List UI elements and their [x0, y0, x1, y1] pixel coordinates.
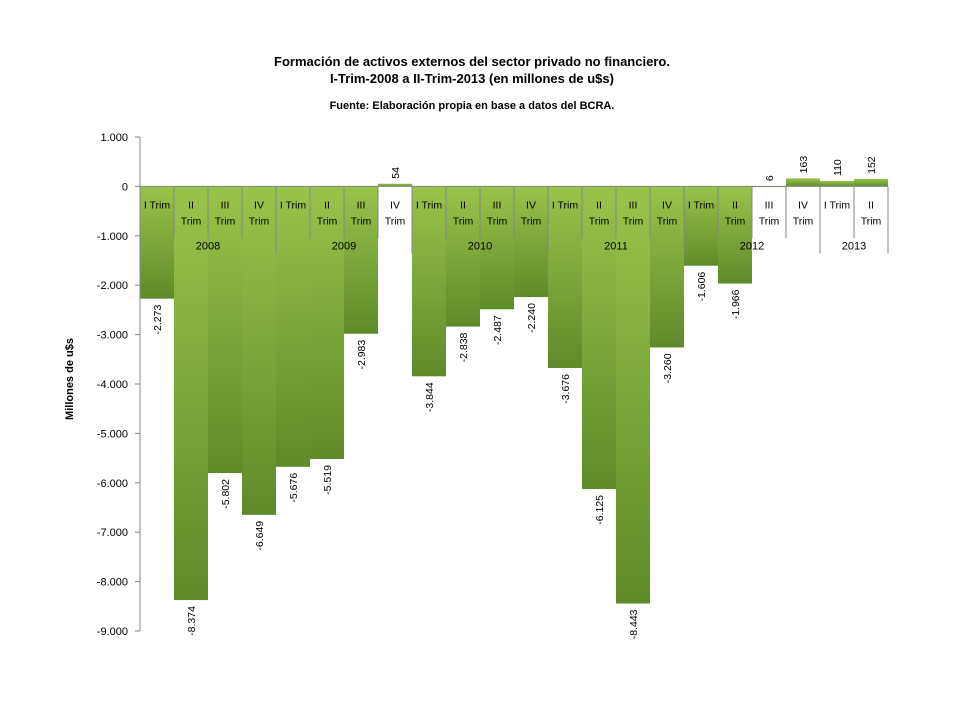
- bar: [344, 186, 378, 334]
- y-tick-label: -9.000: [97, 626, 128, 638]
- quarter-label: I Trim: [688, 199, 714, 211]
- y-tick-label: -6.000: [97, 478, 128, 490]
- data-label: -6.649: [254, 521, 266, 551]
- chart-title: Formación de activos externos del sector…: [274, 54, 670, 69]
- data-label: -8.374: [186, 606, 198, 636]
- data-label: -1.966: [730, 289, 742, 319]
- y-tick-label: -4.000: [97, 379, 128, 391]
- y-tick-label: -2.000: [97, 280, 128, 292]
- y-tick-label: -7.000: [97, 527, 128, 539]
- bar: [786, 178, 820, 187]
- chart-source: Fuente: Elaboración propia en base a dat…: [329, 100, 615, 112]
- bar: [548, 186, 582, 368]
- year-label: 2012: [740, 240, 764, 252]
- data-label: -3.676: [560, 374, 572, 404]
- y-tick-label: 0: [122, 181, 128, 193]
- quarter-label: III Trim: [351, 199, 372, 227]
- quarter-label: II Trim: [725, 199, 746, 227]
- bar: [310, 186, 344, 460]
- y-tick-label: -5.000: [97, 428, 128, 440]
- data-label: 110: [832, 159, 844, 176]
- bar: [854, 178, 888, 187]
- bar: [582, 186, 616, 489]
- quarter-label: I Trim: [144, 199, 170, 211]
- data-label: -6.125: [594, 495, 606, 525]
- y-tick-label: 1.000: [100, 132, 128, 144]
- quarter-label: IV Trim: [385, 199, 406, 227]
- chart-subtitle: I-Trim-2008 a II-Trim-2013 (en millones …: [330, 71, 614, 86]
- data-label: 54: [390, 167, 402, 179]
- quarter-label: II Trim: [317, 199, 338, 227]
- y-tick-label: -1.000: [97, 231, 128, 243]
- quarter-label: II Trim: [861, 199, 882, 227]
- bar: [140, 186, 174, 299]
- quarter-label: IV Trim: [249, 199, 270, 227]
- quarter-label: III Trim: [487, 199, 508, 227]
- data-label: 6: [764, 175, 776, 181]
- quarter-label: III Trim: [215, 199, 236, 227]
- data-label: -2.240: [526, 303, 538, 333]
- bar: [684, 186, 718, 266]
- data-label: -5.676: [288, 473, 300, 503]
- bar: [446, 186, 480, 327]
- data-label: -3.844: [424, 382, 436, 412]
- bar: [616, 186, 650, 604]
- data-label: -2.838: [458, 332, 470, 362]
- bar: [480, 186, 514, 310]
- quarter-label: I Trim: [280, 199, 306, 211]
- bar: [718, 186, 752, 284]
- data-label: -5.802: [220, 479, 232, 509]
- quarter-label: III Trim: [759, 199, 780, 227]
- y-tick-label: -3.000: [97, 330, 128, 342]
- bar: [242, 186, 276, 515]
- data-label: -5.519: [322, 465, 334, 495]
- bar: [514, 186, 548, 298]
- bar: [378, 183, 412, 187]
- data-label: 152: [866, 156, 878, 174]
- data-label: -1.606: [696, 272, 708, 302]
- bar: [208, 186, 242, 474]
- year-label: 2013: [842, 240, 866, 252]
- bar: [174, 186, 208, 601]
- data-label: -8.443: [628, 609, 640, 639]
- y-axis-title: Millones de u$s: [64, 338, 76, 420]
- data-label: -2.273: [152, 305, 164, 335]
- data-label: -2.487: [492, 315, 504, 345]
- bar: [820, 180, 854, 187]
- quarter-label: IV Trim: [521, 199, 542, 227]
- quarter-label: I Trim: [824, 199, 850, 211]
- data-label: 163: [798, 156, 810, 174]
- year-label: 2009: [332, 240, 356, 252]
- y-tick-label: -8.000: [97, 577, 128, 589]
- quarter-label: I Trim: [552, 199, 578, 211]
- year-label: 2008: [196, 240, 220, 252]
- quarter-label: II Trim: [589, 199, 610, 227]
- bar: [650, 186, 684, 348]
- bar: [412, 186, 446, 377]
- quarter-label: I Trim: [416, 199, 442, 211]
- bar: [276, 186, 310, 467]
- year-label: 2011: [604, 240, 628, 252]
- quarter-label: IV Trim: [657, 199, 678, 227]
- data-label: -2.983: [356, 340, 368, 370]
- quarter-label: III Trim: [623, 199, 644, 227]
- quarter-label: IV Trim: [793, 199, 814, 227]
- quarter-label: II Trim: [453, 199, 474, 227]
- quarter-label: II Trim: [181, 199, 202, 227]
- year-label: 2010: [468, 240, 492, 252]
- data-label: -3.260: [662, 353, 674, 383]
